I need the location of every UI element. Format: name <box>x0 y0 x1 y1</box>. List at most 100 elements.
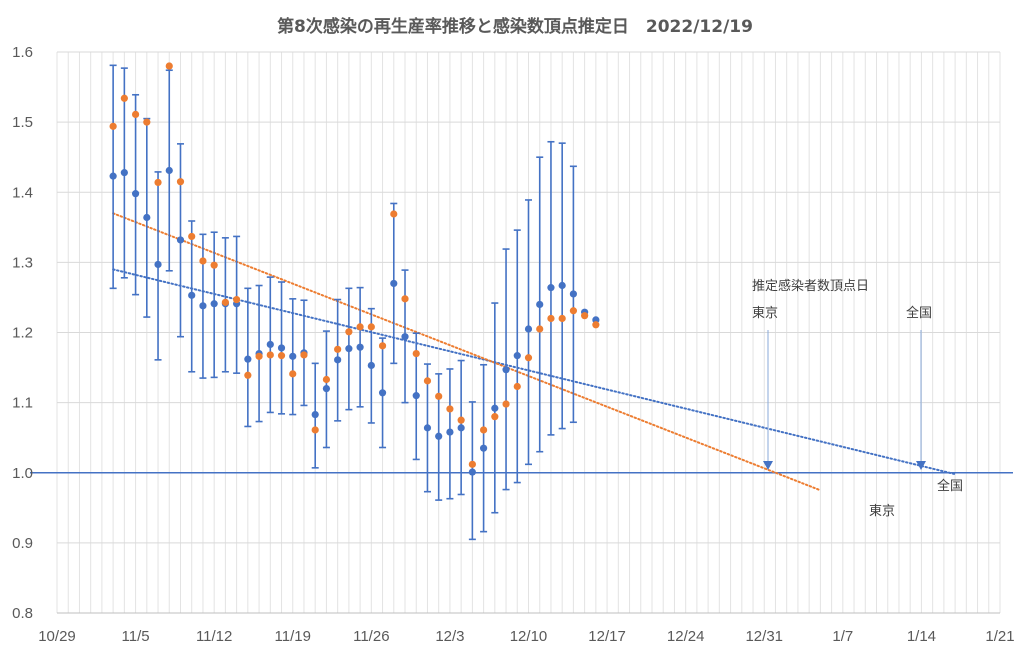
point-tokyo <box>435 392 443 400</box>
point-national <box>378 389 387 397</box>
point-national <box>176 236 185 244</box>
point-tokyo <box>311 426 319 434</box>
x-tick-label: 12/3 <box>435 628 464 645</box>
national-peak-label: 全国 <box>906 305 932 321</box>
point-national <box>491 404 499 412</box>
point-national <box>479 444 488 452</box>
data-points <box>109 62 600 476</box>
x-tick-label: 11/12 <box>196 628 232 645</box>
x-tick-label: 12/31 <box>745 628 783 645</box>
point-tokyo <box>345 328 353 336</box>
point-national <box>199 302 207 310</box>
point-national <box>131 190 140 198</box>
point-tokyo <box>569 307 578 315</box>
point-tokyo <box>154 178 162 187</box>
point-national <box>165 166 173 175</box>
point-national <box>356 343 364 351</box>
point-tokyo <box>502 400 510 408</box>
x-tick-label: 11/26 <box>353 628 389 645</box>
point-national <box>390 279 398 288</box>
point-tokyo <box>401 295 409 303</box>
point-national <box>289 352 297 360</box>
y-tick-label: 1.3 <box>12 254 33 271</box>
point-tokyo <box>255 352 263 360</box>
point-tokyo <box>356 323 364 331</box>
x-axis-ticks: 10/29 11/5 11/12 11/19 11/26 12/3 12/10 12/17 12… <box>38 628 1014 645</box>
point-national <box>244 355 252 363</box>
trendlines <box>112 212 957 492</box>
point-tokyo <box>412 349 420 358</box>
point-tokyo <box>300 351 308 359</box>
point-tokyo <box>244 371 252 379</box>
error-bars <box>109 64 577 541</box>
point-national <box>502 366 510 374</box>
point-national <box>210 300 218 308</box>
peak-title-label: 推定感染者数頂点日 <box>752 278 869 294</box>
point-tokyo <box>491 413 499 421</box>
point-tokyo <box>266 351 274 359</box>
y-tick-label: 1.4 <box>12 184 33 201</box>
point-tokyo <box>468 460 476 468</box>
point-tokyo <box>277 352 286 360</box>
point-national <box>401 333 409 341</box>
point-tokyo <box>446 405 454 413</box>
point-national <box>322 385 331 393</box>
point-national <box>120 169 128 177</box>
national-peak-arrow-head <box>916 461 926 470</box>
y-axis-ticks: 0.8 0.9 1.0 1.1 1.2 1.3 1.4 1.5 1.6 <box>12 44 33 622</box>
point-national <box>558 281 566 290</box>
point-tokyo <box>131 110 140 119</box>
point-tokyo <box>188 232 196 241</box>
tokyo-peak-arrow-head <box>763 461 773 470</box>
peak-annotations: 推定感染者数頂点日 東京 全国 全国 東京 <box>752 278 963 519</box>
point-national <box>345 345 353 353</box>
point-national <box>524 325 533 333</box>
point-national <box>277 344 286 352</box>
point-tokyo <box>221 298 229 306</box>
x-tick-label: 1/7 <box>832 628 853 645</box>
trendline-tokyo <box>112 212 822 492</box>
x-tick-label: 11/5 <box>122 628 150 645</box>
point-tokyo <box>367 323 375 331</box>
x-tick-label: 1/14 <box>907 628 936 645</box>
chart-title: 第8次感染の再生産率推移と感染数頂点推定日 2022/12/19 <box>277 16 753 37</box>
point-tokyo <box>210 261 218 269</box>
tokyo-peak-label: 東京 <box>752 305 778 321</box>
y-tick-label: 0.9 <box>12 535 33 552</box>
x-tick-label: 11/19 <box>275 628 311 645</box>
y-tick-label: 1.5 <box>12 114 33 131</box>
point-tokyo <box>558 314 566 323</box>
point-tokyo <box>334 345 342 353</box>
point-tokyo <box>176 178 185 186</box>
point-national <box>143 213 151 222</box>
point-national <box>154 260 162 269</box>
point-tokyo <box>390 210 398 218</box>
point-national <box>536 300 544 309</box>
point-national <box>457 424 465 432</box>
y-tick-label: 1.2 <box>12 325 33 342</box>
point-tokyo <box>547 314 555 323</box>
y-tick-label: 1.1 <box>12 395 33 412</box>
national-end-label: 全国 <box>937 478 963 494</box>
point-national <box>423 424 432 432</box>
point-tokyo <box>479 426 488 434</box>
point-tokyo <box>513 382 521 391</box>
point-national <box>334 356 342 364</box>
x-tick-label: 12/10 <box>510 628 548 645</box>
point-tokyo <box>423 377 432 385</box>
tokyo-end-label: 東京 <box>869 503 895 519</box>
point-tokyo <box>581 312 589 320</box>
point-tokyo <box>289 370 297 378</box>
point-national <box>367 361 375 370</box>
point-tokyo <box>378 342 387 350</box>
point-tokyo <box>457 416 465 424</box>
point-tokyo <box>592 321 600 329</box>
point-national <box>311 410 319 419</box>
point-national <box>468 468 476 476</box>
trendline-national <box>112 268 957 476</box>
point-tokyo <box>165 62 173 70</box>
point-national <box>547 284 555 292</box>
y-tick-label: 0.8 <box>12 605 33 622</box>
point-national <box>569 290 578 298</box>
